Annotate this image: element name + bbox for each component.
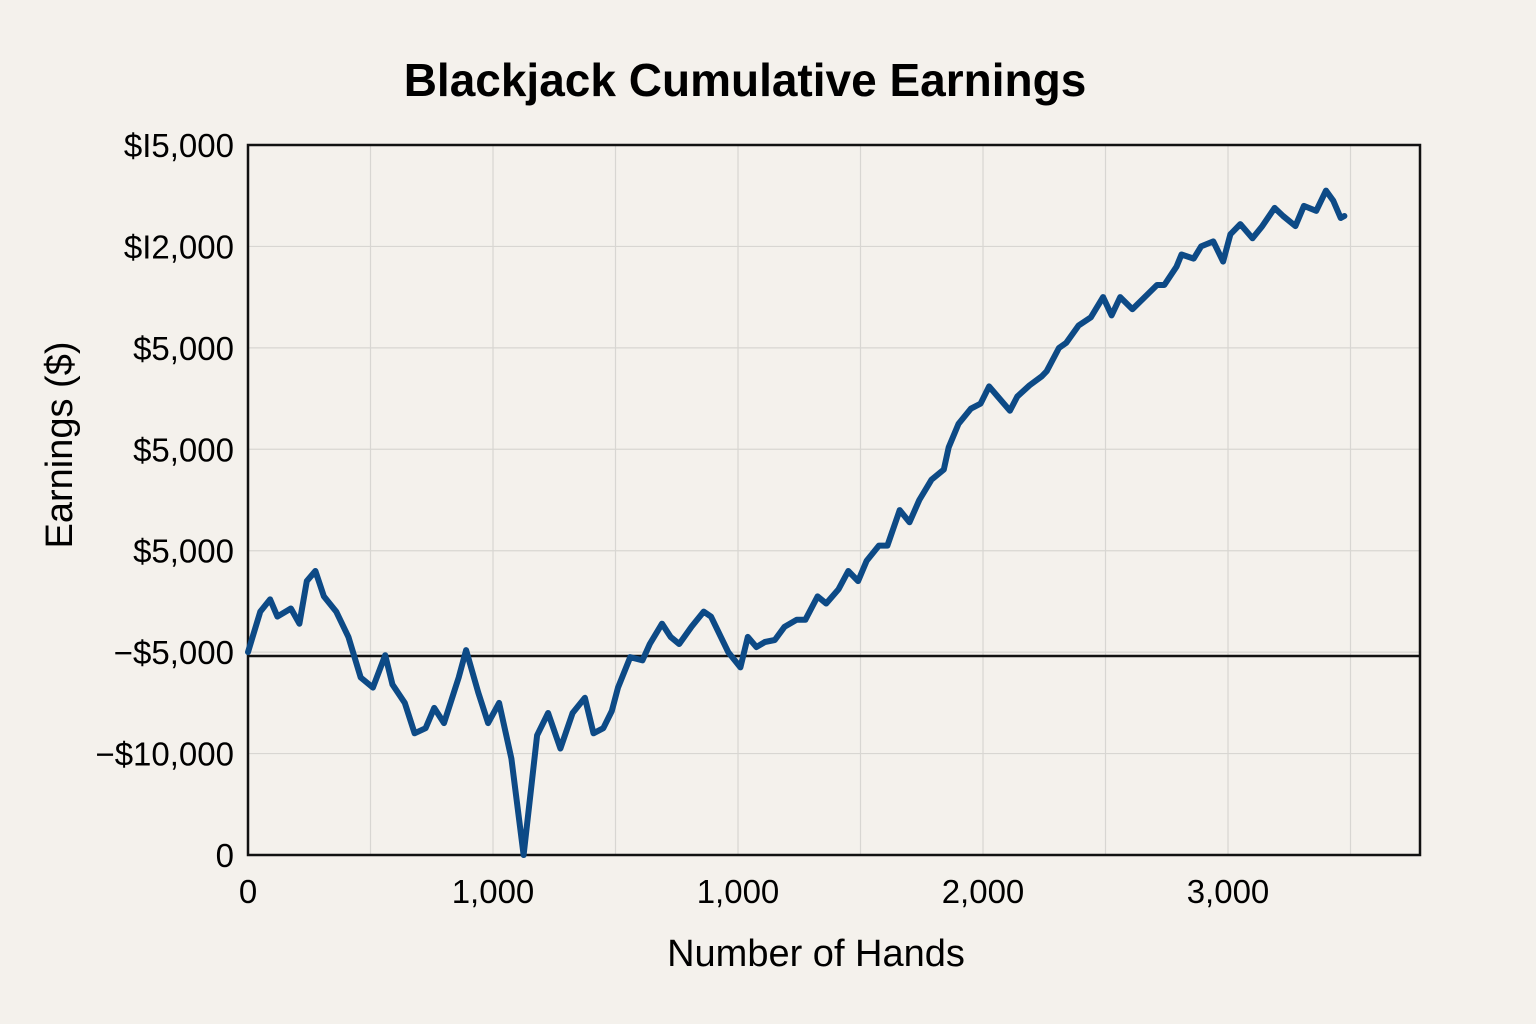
y-tick-label: −$5,000 [114,634,234,671]
y-tick-label: $I5,000 [124,127,234,164]
x-tick-label: 3,000 [1187,873,1270,910]
y-axis-label: Earnings ($) [39,342,81,549]
plot-frame [246,143,1422,857]
y-tick-label: −$10,000 [95,736,234,773]
y-tick-label: $5,000 [133,431,234,468]
x-tick-label: 0 [239,873,257,910]
y-tick-label: $I2,000 [124,228,234,265]
x-axis-label: Number of Hands [667,933,965,975]
earnings-line [245,187,1348,858]
y-tick-label: 0 [216,837,234,874]
y-tick-label: $5,000 [133,330,234,367]
x-tick-label: 1,000 [452,873,535,910]
x-tick-label: 2,000 [942,873,1025,910]
chart-title: Blackjack Cumulative Earnings [404,54,1087,106]
x-tick-label: 1,000 [697,873,780,910]
y-tick-label: $5,000 [133,533,234,570]
y-tick-labels: $I5,000 $I2,000 $5,000 $5,000 $5,000 −$5,000 −… [95,127,234,874]
grid [247,144,1420,856]
x-tick-labels: 0 1,000 1,000 2,000 3,000 [239,873,1269,910]
